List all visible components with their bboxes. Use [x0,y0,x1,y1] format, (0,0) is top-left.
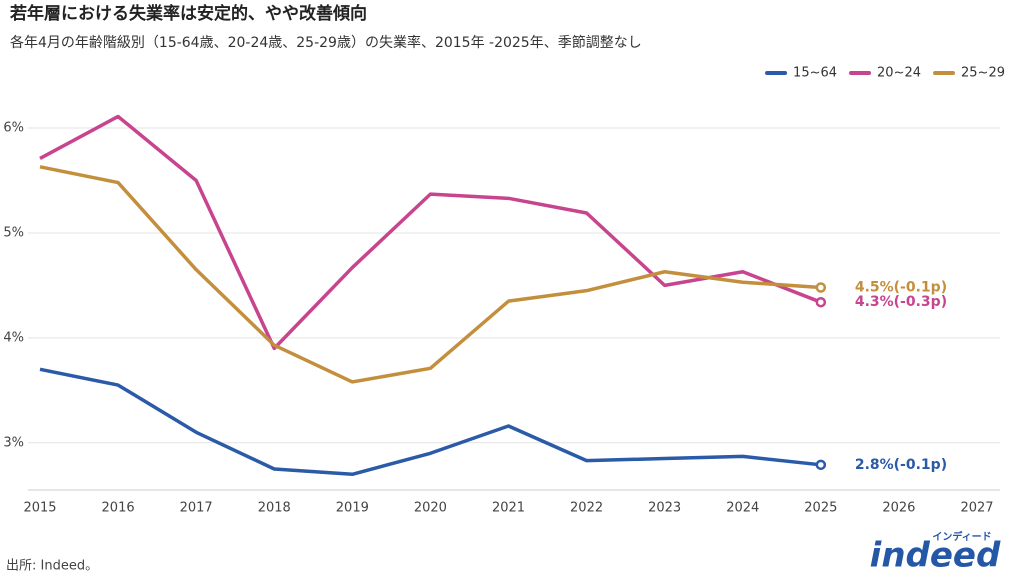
x-tick-label: 2015 [23,501,56,516]
end-label: 4.3%(-0.3p) [855,294,947,310]
x-tick-label: 2018 [258,501,291,516]
x-tick-label: 2020 [414,501,447,516]
y-tick-label: 5% [3,225,24,240]
y-tick-label: 6% [3,121,24,136]
series-line [39,165,821,384]
x-tick-label: 2022 [570,501,603,516]
chart-subtitle: 各年4月の年齢階級別（15-64歳、20-24歳、25-29歳）の失業率、201… [10,34,642,51]
logo: indeed [870,536,1001,576]
x-tick-label: 2024 [726,501,759,516]
series-line [39,367,822,477]
end-label: 2.8%(-0.1p) [855,457,947,473]
end-label: 4.5%(-0.1p) [855,280,947,296]
end-marker [815,296,827,308]
x-tick-label: 2016 [102,501,135,516]
logo-kana: インディード [932,530,991,543]
legend-label: 15~64 [793,66,837,81]
y-tick-label: 3% [3,435,24,450]
x-tick-label: 2025 [804,501,837,516]
y-tick-label: 4% [3,330,24,345]
x-tick-label: 2023 [648,501,681,516]
x-tick-label: 2026 [882,501,915,516]
end-marker [815,459,827,471]
series-line [39,114,822,351]
legend-label: 25~29 [961,66,1005,81]
end-marker [815,282,827,293]
source: 出所: Indeed。 [6,559,98,574]
legend-label: 20~24 [877,66,921,81]
x-tick-label: 2027 [960,501,993,516]
x-tick-label: 2017 [180,501,213,516]
x-tick-label: 2019 [336,501,369,516]
chart-title: 若年層における失業率は安定的、やや改善傾向 [9,3,367,24]
x-tick-label: 2021 [492,501,525,516]
